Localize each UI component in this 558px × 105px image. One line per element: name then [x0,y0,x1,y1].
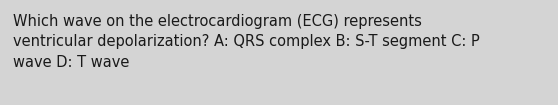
Text: Which wave on the electrocardiogram (ECG) represents
ventricular depolarization?: Which wave on the electrocardiogram (ECG… [13,14,480,70]
